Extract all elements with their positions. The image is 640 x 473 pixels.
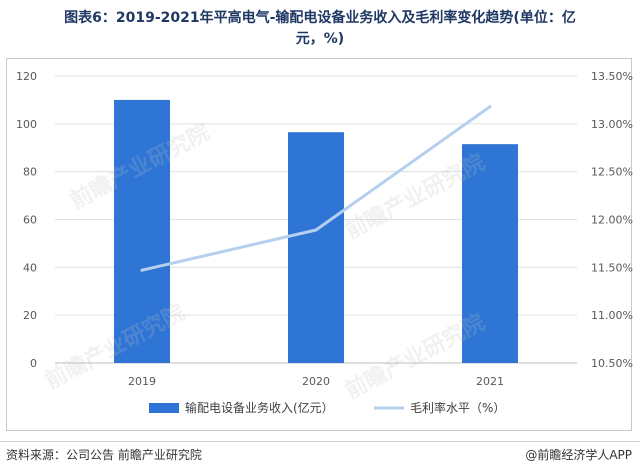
x-tick-label: 2019 (128, 375, 156, 388)
y-right-tick-label: 12.50% (591, 166, 633, 179)
bar (114, 99, 170, 363)
chart-title-line-1: 图表6：2019-2021年平高电气-输配电设备业务收入及毛利率变化趋势(单位：… (64, 10, 576, 26)
chart-frame: 0 20 40 60 80 100 120 10.50% 11.00% 11.50% 12.00% 1… (6, 58, 633, 431)
y-left-tick-label: 40 (23, 261, 37, 274)
brand-label: @前瞻经济学人APP (525, 448, 632, 462)
y-left-tick-label: 0 (30, 357, 37, 370)
legend-line-label: 毛利率水平（%） (410, 400, 505, 415)
x-tick-label: 2021 (476, 375, 504, 388)
line-point (488, 105, 492, 109)
y-right-tick-label: 13.00% (591, 118, 633, 131)
chart-title: 图表6：2019-2021年平高电气-输配电设备业务收入及毛利率变化趋势(单位：… (0, 8, 640, 50)
source-note: 资料来源：公司公告 前瞻产业研究院 (6, 448, 202, 462)
y-right-tick-label: 11.00% (591, 309, 633, 322)
x-tick-label: 2020 (302, 375, 330, 388)
line-point (140, 268, 144, 272)
y-left-tick-label: 80 (23, 166, 37, 179)
y-left-tick-label: 120 (16, 70, 37, 83)
y-right-tick-label: 12.00% (591, 214, 633, 227)
y-left-tick-label: 100 (16, 118, 37, 131)
bar (288, 132, 344, 363)
legend-bar-label: 输配电设备业务收入(亿元） (185, 400, 334, 415)
bar (462, 144, 518, 363)
y-left-tick-label: 60 (23, 214, 37, 227)
y-right-tick-label: 11.50% (591, 261, 633, 274)
footer-divider (0, 441, 640, 442)
y-right-tick-label: 13.50% (591, 70, 633, 83)
chart-plot: 0 20 40 60 80 100 120 10.50% 11.00% 11.50% 12.00% 1… (16, 70, 633, 415)
y-right-tick-label: 10.50% (591, 357, 633, 370)
y-left-tick-label: 20 (23, 309, 37, 322)
line-point (314, 228, 318, 232)
legend-bar-swatch (149, 403, 179, 413)
chart-title-line-2: 元，%) (295, 31, 345, 47)
